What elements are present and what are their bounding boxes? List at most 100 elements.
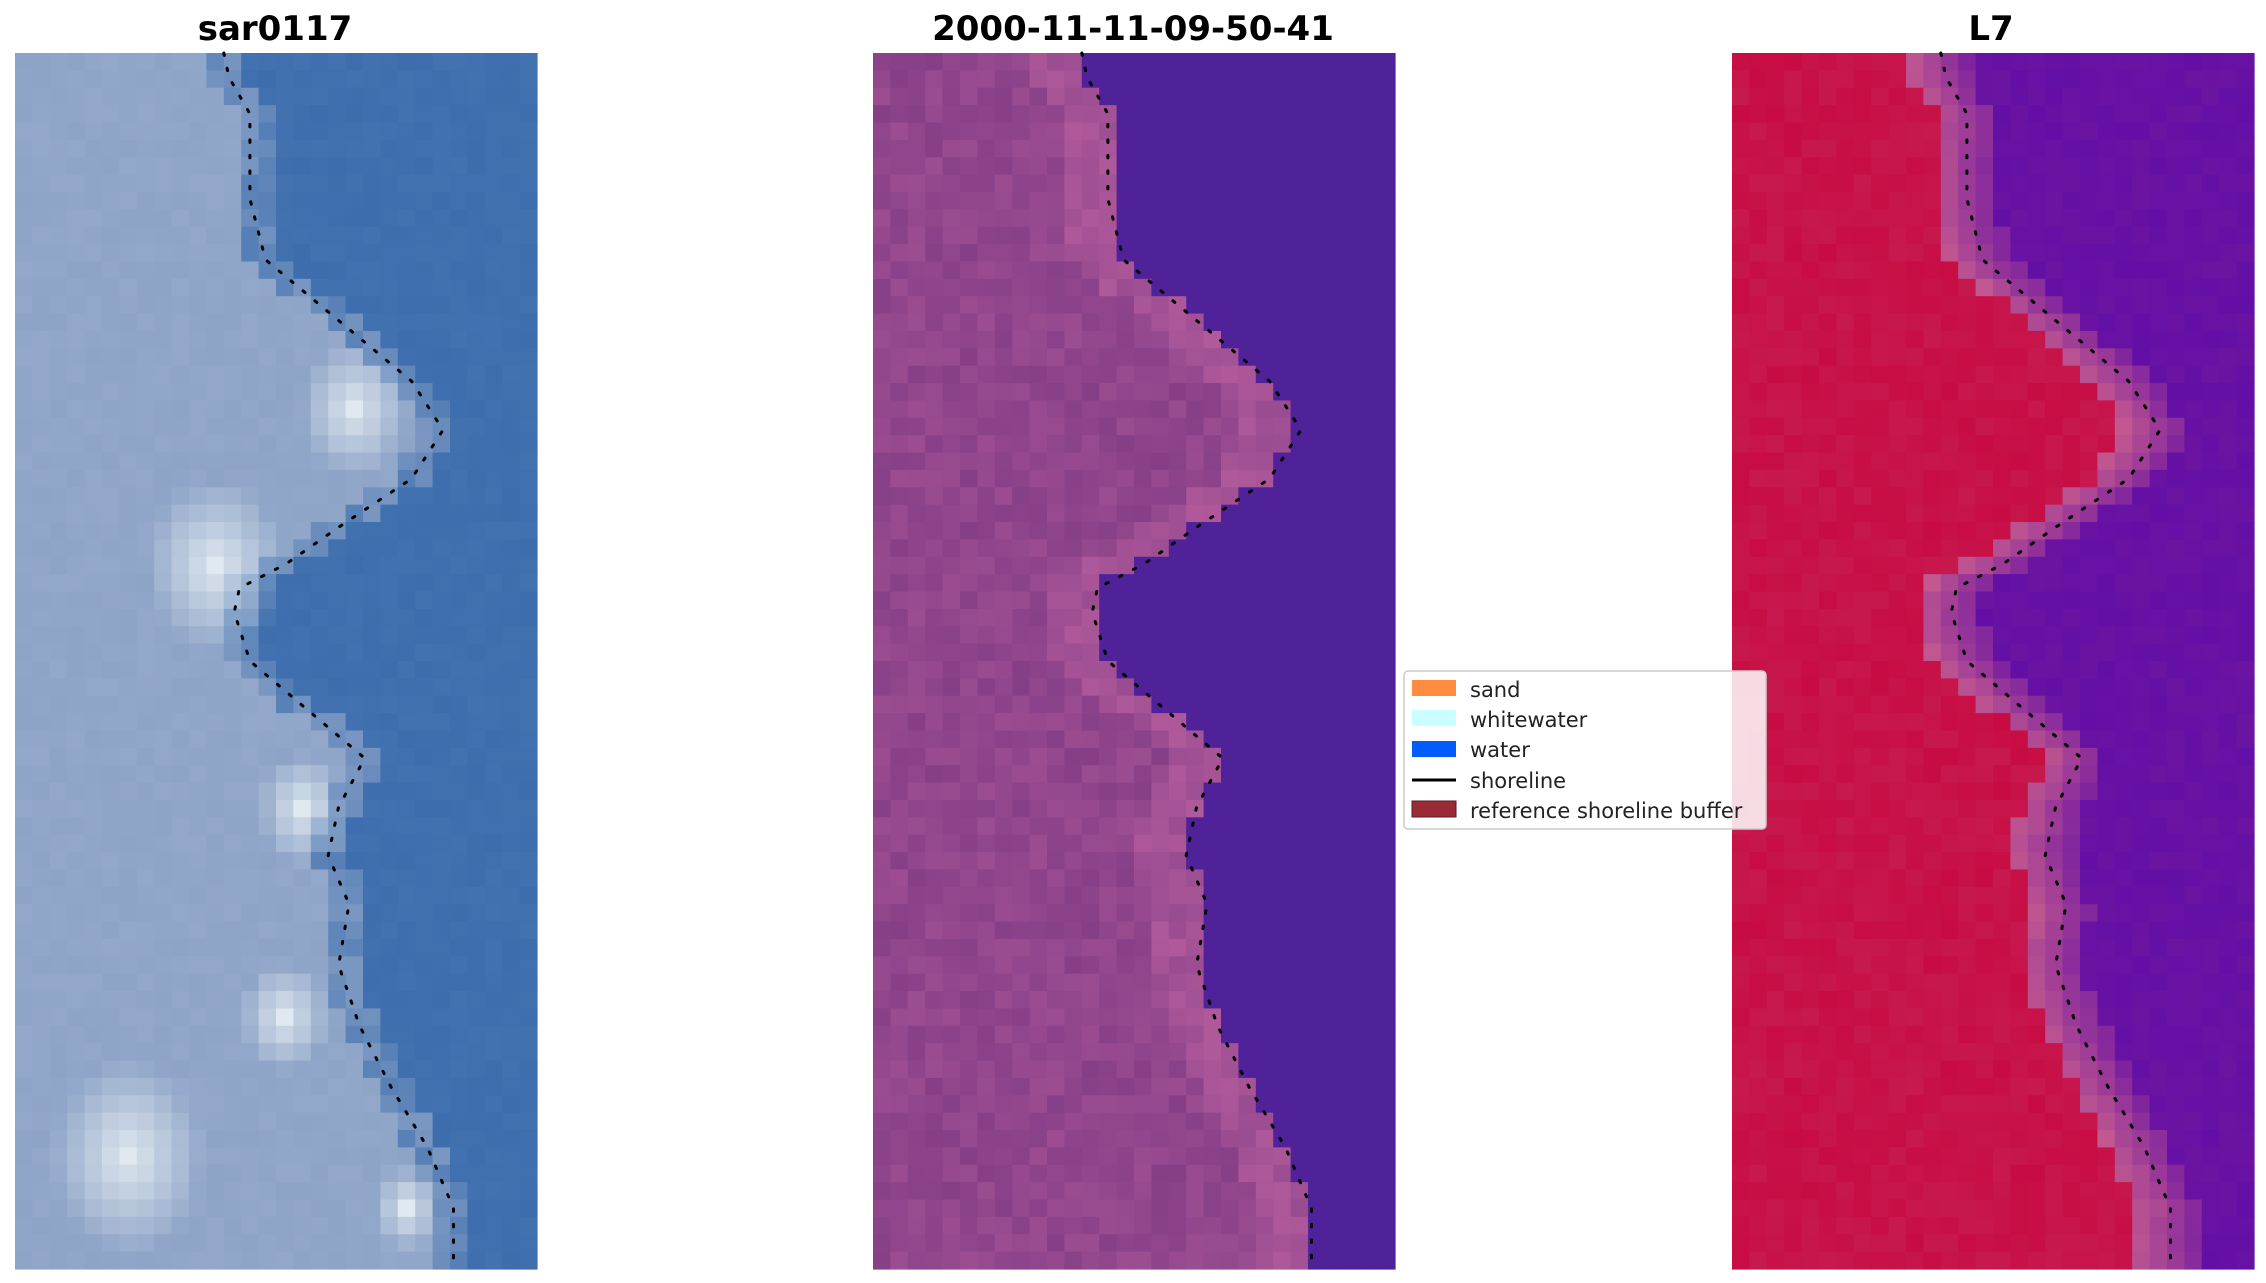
- image-pixel: [415, 348, 434, 367]
- image-pixel: [119, 278, 138, 297]
- image-pixel: [1099, 956, 1118, 975]
- image-pixel: [1029, 1077, 1048, 1096]
- image-pixel: [1081, 452, 1100, 471]
- image-pixel: [276, 70, 294, 89]
- image-pixel: [960, 695, 978, 714]
- image-pixel: [258, 608, 277, 627]
- image-pixel: [2080, 383, 2098, 402]
- image-pixel: [502, 1130, 521, 1148]
- image-pixel: [189, 244, 207, 263]
- image-pixel: [2045, 348, 2064, 367]
- image-pixel: [32, 852, 51, 871]
- image-pixel: [276, 904, 294, 923]
- image-pixel: [994, 539, 1013, 558]
- image-pixel: [415, 834, 434, 853]
- image-pixel: [1342, 799, 1361, 818]
- image-pixel: [397, 991, 416, 1010]
- image-pixel: [1360, 591, 1379, 610]
- image-pixel: [32, 1251, 51, 1270]
- image-pixel: [84, 174, 103, 193]
- image-pixel: [1238, 1216, 1257, 1235]
- image-pixel: [223, 1130, 242, 1148]
- image-pixel: [1186, 157, 1205, 176]
- image-pixel: [1134, 817, 1152, 836]
- image-pixel: [1871, 122, 1890, 141]
- image-pixel: [1238, 278, 1257, 297]
- image-pixel: [519, 296, 538, 315]
- image-pixel: [415, 1147, 434, 1166]
- image-pixel: [1168, 174, 1187, 193]
- image-pixel: [1186, 487, 1205, 506]
- image-pixel: [977, 417, 996, 436]
- image-pixel: [206, 834, 225, 853]
- image-pixel: [1151, 1216, 1170, 1235]
- image-pixel: [32, 1130, 51, 1148]
- image-pixel: [519, 643, 538, 662]
- image-pixel: [310, 400, 329, 419]
- image-pixel: [119, 330, 138, 349]
- image-pixel: [1116, 539, 1135, 558]
- image-pixel: [15, 1008, 33, 1027]
- image-pixel: [977, 504, 996, 523]
- image-pixel: [310, 1077, 329, 1096]
- image-pixel: [1134, 1112, 1152, 1131]
- image-pixel: [1081, 1130, 1100, 1148]
- image-pixel: [432, 522, 451, 540]
- image-pixel: [363, 626, 381, 645]
- image-pixel: [432, 574, 451, 593]
- image-pixel: [189, 1182, 207, 1201]
- image-pixel: [1168, 626, 1187, 645]
- image-pixel: [84, 209, 103, 228]
- image-pixel: [1186, 643, 1205, 662]
- image-pixel: [942, 1130, 961, 1148]
- image-pixel: [1308, 1025, 1326, 1044]
- image-pixel: [136, 348, 155, 367]
- image-pixel: [223, 296, 242, 315]
- image-pixel: [2219, 53, 2238, 71]
- image-pixel: [1958, 313, 1977, 332]
- image-pixel: [2010, 70, 2029, 89]
- image-pixel: [1151, 174, 1170, 193]
- image-pixel: [1906, 139, 1924, 158]
- image-pixel: [15, 487, 33, 506]
- image-pixel: [1308, 261, 1326, 280]
- image-pixel: [189, 921, 207, 940]
- image-pixel: [502, 105, 521, 124]
- image-pixel: [1836, 469, 1855, 488]
- image-pixel: [1360, 834, 1379, 853]
- image-pixel: [925, 435, 944, 454]
- image-pixel: [1308, 435, 1326, 454]
- image-pixel: [890, 730, 909, 749]
- image-pixel: [1168, 1199, 1187, 1218]
- image-pixel: [502, 122, 521, 141]
- image-pixel: [1012, 956, 1031, 975]
- image-pixel: [1325, 852, 1344, 871]
- image-pixel: [154, 1147, 173, 1166]
- image-pixel: [925, 1008, 944, 1027]
- image-pixel: [873, 87, 891, 106]
- image-pixel: [67, 522, 86, 540]
- image-pixel: [1325, 713, 1344, 732]
- image-pixel: [2010, 417, 2029, 436]
- image-pixel: [450, 747, 468, 766]
- image-pixel: [1784, 313, 1803, 332]
- image-pixel: [1064, 1164, 1083, 1183]
- image-pixel: [960, 522, 978, 540]
- image-pixel: [1853, 191, 1872, 210]
- image-pixel: [206, 1095, 225, 1114]
- image-pixel: [907, 973, 926, 992]
- image-pixel: [1168, 713, 1187, 732]
- image-pixel: [1819, 244, 1837, 263]
- image-pixel: [136, 469, 155, 488]
- image-pixel: [310, 191, 329, 210]
- image-pixel: [890, 539, 909, 558]
- image-pixel: [119, 834, 138, 853]
- image-pixel: [1766, 70, 1785, 89]
- image-pixel: [49, 556, 68, 575]
- image-pixel: [1221, 53, 1239, 71]
- image-pixel: [276, 991, 294, 1010]
- image-pixel: [1203, 678, 1222, 697]
- image-pixel: [1273, 278, 1292, 297]
- image-pixel: [258, 313, 277, 332]
- image-pixel: [1801, 209, 1820, 228]
